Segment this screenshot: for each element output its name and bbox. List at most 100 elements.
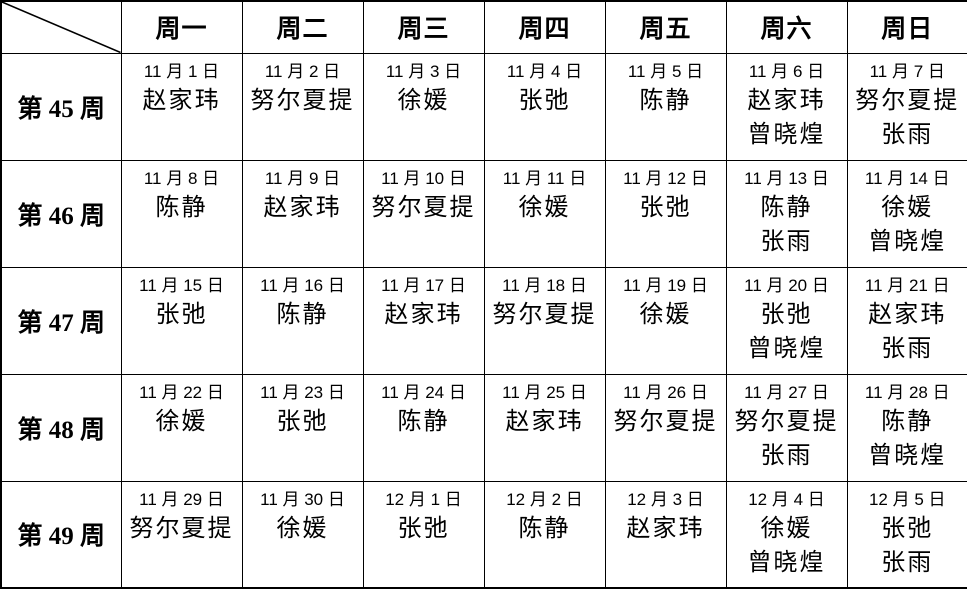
duty-cell: 11 月 25 日赵家玮 bbox=[483, 373, 606, 482]
duty-cell: 11 月 2 日努尔夏提 bbox=[241, 52, 364, 161]
duty-name: 陈静 bbox=[276, 301, 329, 328]
week-row: 第 49 周 11 月 29 日努尔夏提 11 月 30 日徐媛 12 月 1 日张弛… bbox=[0, 480, 967, 589]
duty-cell: 11 月 3 日徐媛 bbox=[362, 52, 485, 161]
cell-date: 11 月 8 日 bbox=[143, 168, 220, 188]
cell-date: 11 月 17 日 bbox=[381, 275, 466, 295]
cell-date: 12 月 4 日 bbox=[748, 489, 825, 509]
duty-cell: 11 月 10 日努尔夏提 bbox=[362, 159, 485, 268]
duty-cell: 11 月 16 日陈静 bbox=[241, 266, 364, 375]
day-header-sat: 周六 bbox=[725, 0, 848, 54]
cell-date: 11 月 3 日 bbox=[385, 61, 462, 81]
cell-date: 11 月 19 日 bbox=[623, 275, 708, 295]
cell-date: 11 月 23 日 bbox=[260, 382, 345, 402]
duty-cell: 11 月 21 日赵家玮 张雨 bbox=[846, 266, 967, 375]
duty-name: 张雨 bbox=[881, 335, 934, 362]
cell-date: 11 月 20 日 bbox=[744, 275, 829, 295]
duty-name: 陈静 bbox=[518, 515, 571, 542]
duty-cell: 11 月 7 日努尔夏提 张雨 bbox=[846, 52, 967, 161]
duty-cell: 11 月 19 日徐媛 bbox=[604, 266, 727, 375]
cell-date: 11 月 24 日 bbox=[381, 382, 466, 402]
corner-diagonal-line bbox=[2, 2, 120, 52]
duty-name: 努尔夏提 bbox=[371, 194, 476, 221]
cell-date: 11 月 25 日 bbox=[502, 382, 587, 402]
header-row: 周一 周二 周三 周四 周五 周六 周日 bbox=[0, 0, 967, 54]
duty-name: 张弛 bbox=[881, 515, 934, 542]
duty-name: 徐媛 bbox=[155, 408, 208, 435]
duty-cell: 11 月 22 日徐媛 bbox=[120, 373, 243, 482]
duty-name: 陈静 bbox=[155, 194, 208, 221]
duty-cell: 11 月 17 日赵家玮 bbox=[362, 266, 485, 375]
week-label: 第 46 周 bbox=[0, 159, 122, 268]
week-row: 第 45 周 11 月 1 日赵家玮 11 月 2 日努尔夏提 11 月 3 日徐媛 1… bbox=[0, 52, 967, 161]
cell-date: 11 月 9 日 bbox=[264, 168, 341, 188]
cell-date: 11 月 11 日 bbox=[502, 168, 587, 188]
duty-name: 张弛 bbox=[518, 87, 571, 114]
duty-cell: 11 月 26 日努尔夏提 bbox=[604, 373, 727, 482]
duty-name: 努尔夏提 bbox=[492, 301, 597, 328]
day-header-mon: 周一 bbox=[120, 0, 243, 54]
duty-cell: 12 月 3 日赵家玮 bbox=[604, 480, 727, 589]
duty-cell: 11 月 20 日张弛 曾晓煌 bbox=[725, 266, 848, 375]
cell-date: 11 月 30 日 bbox=[260, 489, 345, 509]
day-header-wed: 周三 bbox=[362, 0, 485, 54]
cell-date: 12 月 5 日 bbox=[868, 489, 946, 509]
duty-name: 张雨 bbox=[760, 228, 813, 255]
duty-cell: 11 月 12 日张弛 bbox=[604, 159, 727, 268]
week-label: 第 45 周 bbox=[0, 52, 122, 161]
duty-cell: 11 月 4 日张弛 bbox=[483, 52, 606, 161]
duty-name: 陈静 bbox=[397, 408, 450, 435]
duty-name: 陈静 bbox=[760, 194, 813, 221]
duty-name: 赵家玮 bbox=[747, 87, 826, 114]
duty-name: 陈静 bbox=[639, 87, 692, 114]
duty-name: 徐媛 bbox=[397, 87, 450, 114]
cell-date: 11 月 29 日 bbox=[139, 489, 224, 509]
duty-cell: 12 月 4 日徐媛曾晓煌 bbox=[725, 480, 848, 589]
duty-name: 赵家玮 bbox=[505, 408, 584, 435]
week-row: 第 48 周 11 月 22 日徐媛 11 月 23 日张弛 11 月 24 日陈静 1… bbox=[0, 373, 967, 482]
duty-cell: 11 月 29 日努尔夏提 bbox=[120, 480, 243, 589]
duty-cell: 11 月 13 日陈静张雨 bbox=[725, 159, 848, 268]
duty-name: 努尔夏提 bbox=[613, 408, 718, 435]
duty-cell: 11 月 23 日张弛 bbox=[241, 373, 364, 482]
duty-cell: 11 月 14 日徐媛 曾晓煌 bbox=[846, 159, 967, 268]
duty-cell: 11 月 1 日赵家玮 bbox=[120, 52, 243, 161]
duty-name: 徐媛 bbox=[760, 515, 813, 542]
duty-name: 张弛 bbox=[276, 408, 329, 435]
duty-name: 努尔夏提 bbox=[734, 408, 839, 435]
duty-name: 曾晓煌 bbox=[747, 121, 826, 148]
week-row: 第 46 周 11 月 8 日陈静 11 月 9 日赵家玮 11 月 10 日努尔夏提… bbox=[0, 159, 967, 268]
cell-date: 11 月 26 日 bbox=[623, 382, 708, 402]
cell-date: 12 月 2 日 bbox=[506, 489, 583, 509]
duty-name: 曾晓煌 bbox=[747, 549, 826, 576]
duty-name: 张弛 bbox=[760, 301, 813, 328]
duty-name: 赵家玮 bbox=[142, 87, 221, 114]
cell-date: 11 月 10 日 bbox=[381, 168, 466, 188]
duty-name: 张雨 bbox=[760, 442, 813, 469]
cell-date: 11 月 6 日 bbox=[748, 61, 825, 81]
cell-date: 11 月 18 日 bbox=[502, 275, 587, 295]
duty-name: 张雨 bbox=[881, 121, 934, 148]
duty-name: 赵家玮 bbox=[263, 194, 342, 221]
cell-date: 12 月 1 日 bbox=[385, 489, 462, 509]
cell-date: 11 月 4 日 bbox=[506, 61, 583, 81]
duty-cell: 11 月 11 日徐媛 bbox=[483, 159, 606, 268]
duty-name: 徐媛 bbox=[639, 301, 692, 328]
duty-cell: 11 月 18 日努尔夏提 bbox=[483, 266, 606, 375]
cell-date: 11 月 27 日 bbox=[744, 382, 829, 402]
duty-cell: 11 月 5 日陈静 bbox=[604, 52, 727, 161]
cell-date: 11 月 22 日 bbox=[139, 382, 224, 402]
duty-name: 努尔夏提 bbox=[129, 515, 234, 542]
cell-date: 11 月 12 日 bbox=[623, 168, 708, 188]
duty-name: 张弛 bbox=[155, 301, 208, 328]
duty-name: 努尔夏提 bbox=[250, 87, 355, 114]
corner-cell bbox=[0, 0, 122, 54]
duty-cell: 11 月 28 日陈静 曾晓煌 bbox=[846, 373, 967, 482]
cell-date: 11 月 13 日 bbox=[744, 168, 829, 188]
duty-cell: 12 月 2 日陈静 bbox=[483, 480, 606, 589]
week-label: 第 49 周 bbox=[0, 480, 122, 589]
duty-name: 赵家玮 bbox=[626, 515, 705, 542]
duty-cell: 11 月 27 日努尔夏提张雨 bbox=[725, 373, 848, 482]
cell-date: 11 月 2 日 bbox=[264, 61, 341, 81]
duty-cell: 12 月 1 日张弛 bbox=[362, 480, 485, 589]
duty-cell: 11 月 30 日徐媛 bbox=[241, 480, 364, 589]
